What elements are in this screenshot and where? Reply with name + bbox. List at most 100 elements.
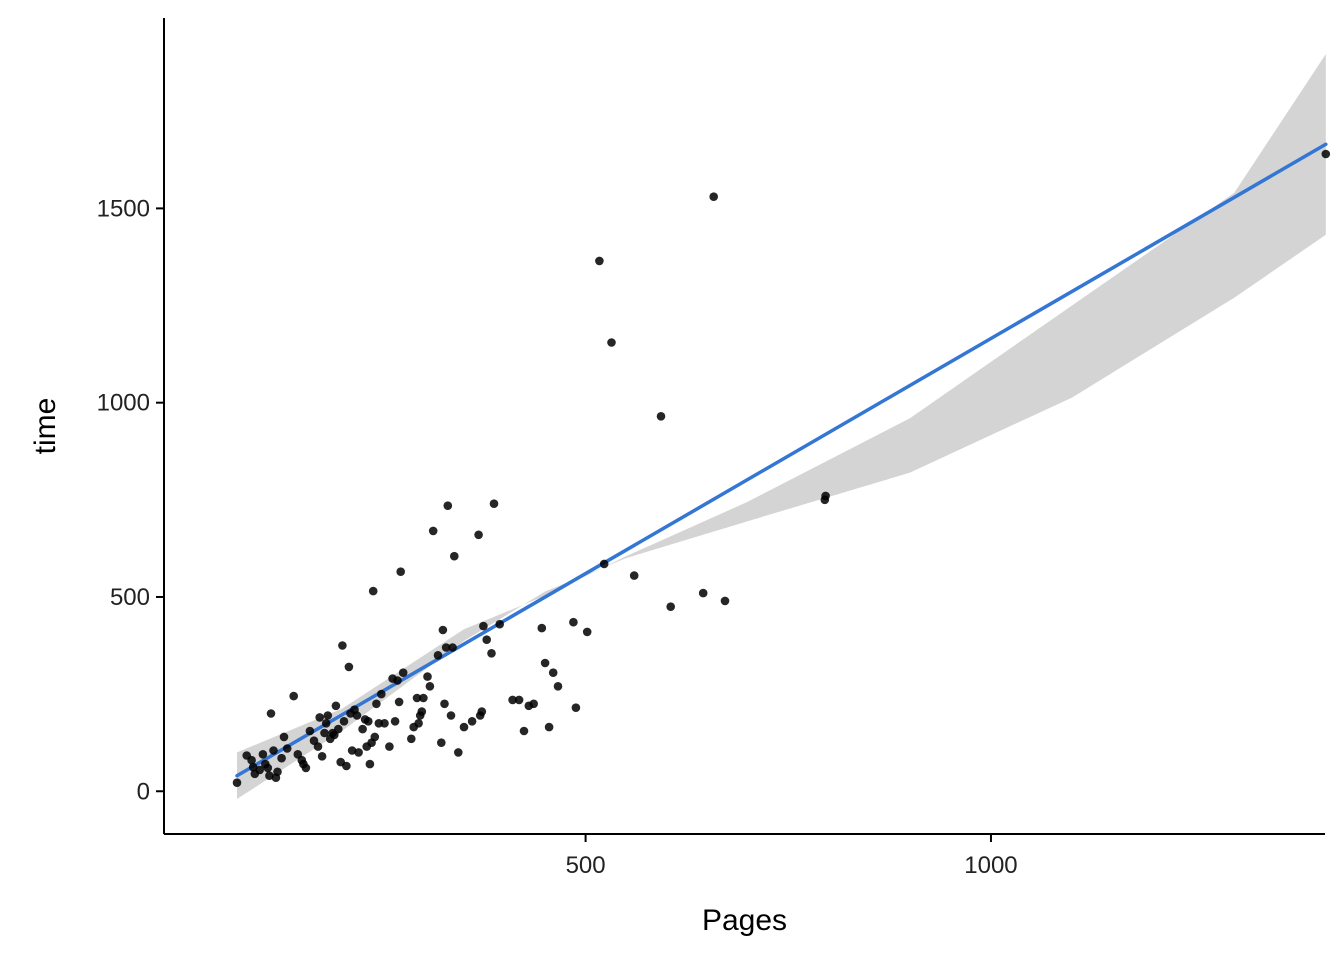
data-point <box>437 738 446 747</box>
data-point <box>595 256 604 266</box>
data-point <box>372 699 381 709</box>
y-tick-label: 1500 <box>97 195 150 222</box>
data-point <box>417 707 427 716</box>
data-point <box>448 643 457 652</box>
y-tick-label: 0 <box>137 778 150 805</box>
data-point <box>428 526 438 536</box>
data-point <box>393 676 402 685</box>
data-point <box>540 658 550 668</box>
data-point <box>232 778 242 787</box>
confidence-band <box>237 54 1326 800</box>
data-point <box>263 763 273 773</box>
data-point <box>301 763 311 773</box>
data-point <box>323 711 333 720</box>
data-point <box>396 567 406 576</box>
x-tick-label: 500 <box>566 852 606 879</box>
data-point <box>487 649 496 658</box>
data-point <box>354 748 363 757</box>
fit-line-layer <box>235 142 1328 778</box>
data-point <box>385 742 394 751</box>
data-point <box>352 711 362 720</box>
data-point <box>508 695 517 705</box>
data-point <box>380 719 389 728</box>
data-point <box>489 499 499 509</box>
data-point <box>477 707 487 716</box>
data-point <box>248 762 258 772</box>
data-point <box>331 701 341 711</box>
data-point <box>364 717 373 726</box>
data-point <box>255 765 264 775</box>
x-axis-title: Pages <box>702 904 787 937</box>
data-point <box>358 724 367 734</box>
regression-line <box>235 142 1328 778</box>
data-point <box>320 728 329 738</box>
data-point <box>412 693 422 703</box>
data-point <box>414 719 423 728</box>
data-point <box>450 551 459 561</box>
data-point <box>377 689 386 699</box>
data-point <box>313 742 323 751</box>
data-point <box>321 719 331 728</box>
data-point <box>720 596 730 606</box>
data-point <box>282 744 292 753</box>
data-point <box>629 571 639 580</box>
data-point <box>441 643 451 652</box>
data-point <box>467 717 477 726</box>
data-point <box>423 672 432 681</box>
data-point <box>368 586 378 596</box>
data-point <box>398 668 408 677</box>
y-tick-label: 500 <box>110 584 150 611</box>
data-point <box>553 682 563 691</box>
data-point <box>482 635 492 644</box>
data-point <box>279 732 289 742</box>
data-point <box>338 641 347 650</box>
data-point <box>433 651 443 660</box>
data-point <box>548 668 558 677</box>
y-tick-label: 1000 <box>97 390 150 417</box>
data-point <box>334 724 343 734</box>
data-point <box>582 627 592 637</box>
data-point <box>607 338 616 347</box>
data-point <box>529 699 538 709</box>
confidence-band-layer <box>237 54 1326 800</box>
data-point <box>425 682 435 691</box>
x-tick-label: 1000 <box>964 852 1017 879</box>
data-point <box>446 711 456 720</box>
data-point <box>474 530 483 540</box>
data-point <box>479 621 488 631</box>
y-axis-ticks: 0 500 1000 1500 <box>97 195 164 805</box>
data-point <box>454 748 463 757</box>
data-point <box>666 602 675 611</box>
data-point <box>342 761 351 771</box>
data-point <box>365 759 375 769</box>
data-point <box>289 691 299 701</box>
data-point <box>265 771 274 780</box>
data-point <box>514 695 524 705</box>
data-point <box>419 693 428 703</box>
data-point <box>317 752 327 761</box>
data-point <box>266 709 276 718</box>
data-point <box>394 697 404 707</box>
data-point <box>347 746 357 755</box>
data-point <box>390 717 400 726</box>
data-point <box>315 713 325 722</box>
data-point <box>537 623 547 633</box>
data-point <box>305 726 315 736</box>
data-point <box>344 662 354 672</box>
data-point <box>821 491 830 501</box>
data-point <box>269 746 278 755</box>
data-point <box>438 625 448 635</box>
data-point <box>519 726 529 736</box>
data-point <box>277 753 286 763</box>
data-point <box>273 767 282 777</box>
axes-layer <box>163 18 1325 835</box>
data-point <box>339 717 349 726</box>
data-point <box>258 750 268 759</box>
data-point <box>443 501 453 511</box>
x-axis-ticks: 500 1000 <box>566 834 1018 879</box>
data-point <box>495 619 505 629</box>
data-point <box>656 412 666 421</box>
data-points-layer <box>232 149 1331 787</box>
data-point <box>599 559 609 569</box>
